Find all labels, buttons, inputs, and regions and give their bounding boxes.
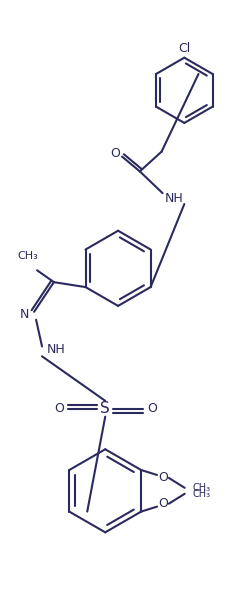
Text: Cl: Cl xyxy=(178,43,190,56)
Text: O: O xyxy=(147,402,157,415)
Text: CH₃: CH₃ xyxy=(192,489,211,499)
Text: O: O xyxy=(158,472,168,485)
Text: O: O xyxy=(158,497,168,510)
Text: CH₃: CH₃ xyxy=(192,483,211,493)
Text: O: O xyxy=(54,402,64,415)
Text: S: S xyxy=(100,401,110,416)
Text: NH: NH xyxy=(165,191,184,204)
Text: N: N xyxy=(20,309,29,322)
Text: CH₃: CH₃ xyxy=(18,251,38,261)
Text: O: O xyxy=(110,147,120,160)
Text: NH: NH xyxy=(47,343,66,356)
